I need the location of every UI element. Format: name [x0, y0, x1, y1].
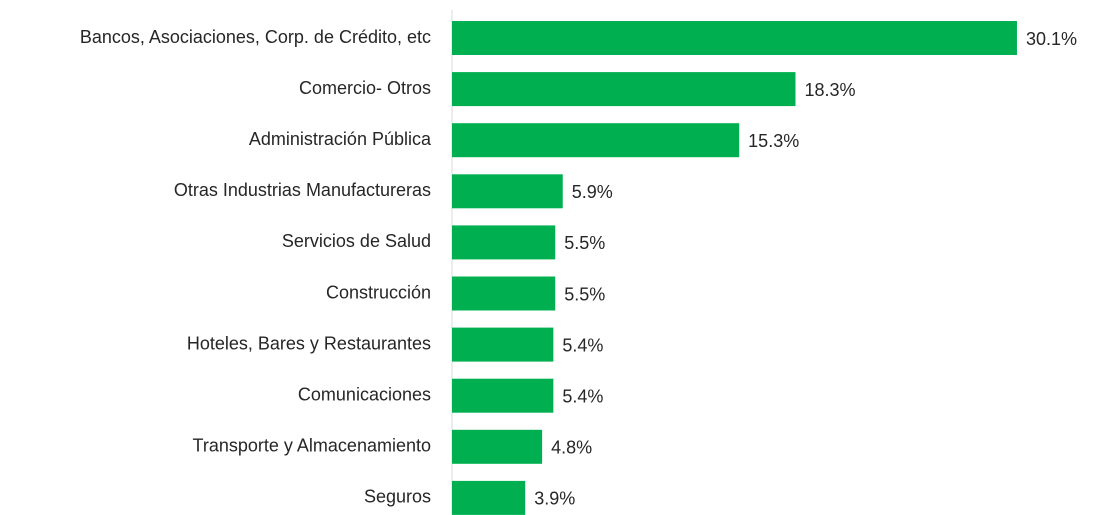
value-label: 15.3% — [748, 131, 799, 151]
bar — [452, 174, 563, 209]
category-label: Hoteles, Bares y Restaurantes — [187, 333, 431, 353]
category-label: Bancos, Asociaciones, Corp. de Crédito, … — [80, 27, 431, 47]
category-label: Comunicaciones — [298, 384, 431, 404]
category-label: Otras Industrias Manufactureras — [174, 180, 431, 200]
category-label: Seguros — [364, 487, 431, 507]
bar — [452, 327, 554, 362]
value-label: 5.5% — [564, 233, 605, 253]
category-label: Construcción — [326, 282, 431, 302]
category-label: Transporte y Almacenamiento — [193, 436, 431, 456]
bar — [452, 21, 1017, 55]
value-label: 5.9% — [572, 182, 613, 202]
bar — [452, 429, 543, 464]
category-label: Servicios de Salud — [282, 231, 431, 251]
bar — [452, 276, 556, 311]
value-label: 5.5% — [564, 284, 605, 304]
category-label: Comercio- Otros — [299, 78, 431, 98]
value-label: 3.9% — [534, 489, 575, 509]
value-label: 5.4% — [562, 335, 603, 355]
value-label: 5.4% — [562, 386, 603, 406]
value-label: 30.1% — [1026, 29, 1077, 49]
category-label: Administración Pública — [249, 129, 432, 149]
value-label: 18.3% — [804, 80, 855, 100]
bar — [452, 225, 556, 260]
value-label: 4.8% — [551, 438, 592, 458]
bar — [452, 123, 740, 158]
bar — [452, 378, 554, 413]
bar — [452, 72, 796, 107]
bar — [452, 480, 526, 515]
